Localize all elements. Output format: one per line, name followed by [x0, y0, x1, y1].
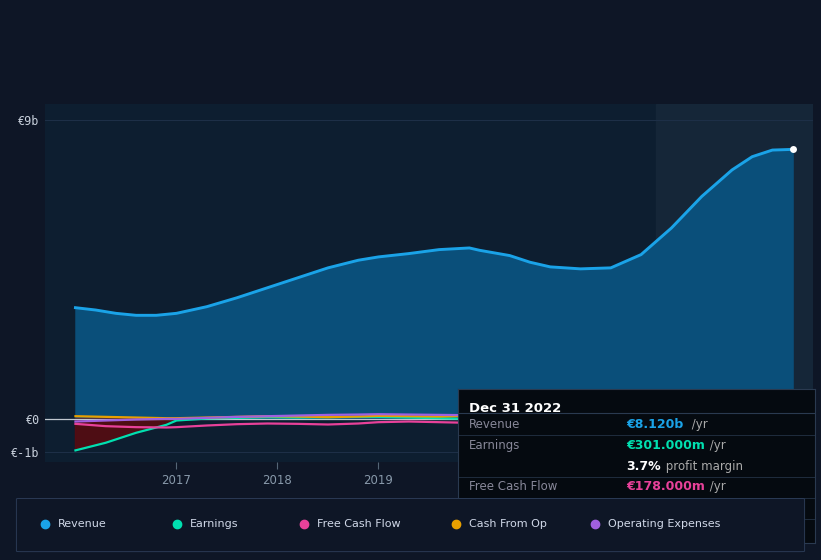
Text: /yr: /yr [706, 501, 726, 515]
Text: /yr: /yr [706, 438, 726, 451]
Text: /yr: /yr [706, 522, 726, 535]
Text: Cash From Op: Cash From Op [469, 501, 552, 515]
Text: €178.000m: €178.000m [626, 480, 705, 493]
Text: Earnings: Earnings [190, 519, 238, 529]
Text: Earnings: Earnings [469, 438, 521, 451]
Text: /yr: /yr [689, 418, 709, 431]
Text: Cash From Op: Cash From Op [469, 519, 547, 529]
Text: Operating Expenses: Operating Expenses [469, 522, 588, 535]
Text: Free Cash Flow: Free Cash Flow [317, 519, 401, 529]
Text: €301.000m: €301.000m [626, 438, 705, 451]
Text: €451.000m: €451.000m [626, 501, 705, 515]
Text: Operating Expenses: Operating Expenses [608, 519, 721, 529]
Text: Revenue: Revenue [58, 519, 107, 529]
Text: €8.120b: €8.120b [626, 418, 683, 431]
FancyBboxPatch shape [16, 498, 805, 552]
Bar [656, 104, 821, 462]
Text: /yr: /yr [706, 480, 726, 493]
Text: €330.000m: €330.000m [626, 522, 704, 535]
Text: Revenue: Revenue [469, 418, 521, 431]
Text: Free Cash Flow: Free Cash Flow [469, 480, 557, 493]
Text: 3.7%: 3.7% [626, 460, 661, 473]
Text: Dec 31 2022: Dec 31 2022 [469, 402, 561, 416]
Text: profit margin: profit margin [662, 460, 743, 473]
